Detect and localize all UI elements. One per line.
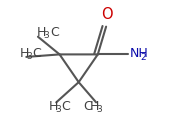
Text: H: H — [49, 100, 58, 113]
Text: H: H — [37, 26, 46, 39]
Text: C: C — [32, 47, 41, 60]
Text: H: H — [90, 100, 99, 113]
Text: C: C — [50, 26, 59, 39]
Text: 3: 3 — [26, 52, 32, 61]
Text: 2: 2 — [140, 53, 146, 62]
Text: 3: 3 — [96, 105, 102, 114]
Text: 3: 3 — [55, 105, 61, 114]
Text: C: C — [84, 100, 92, 113]
Text: 3: 3 — [44, 31, 50, 40]
Text: O: O — [101, 7, 113, 22]
Text: NH: NH — [130, 47, 149, 60]
Text: H: H — [19, 47, 29, 60]
Text: C: C — [62, 100, 70, 113]
